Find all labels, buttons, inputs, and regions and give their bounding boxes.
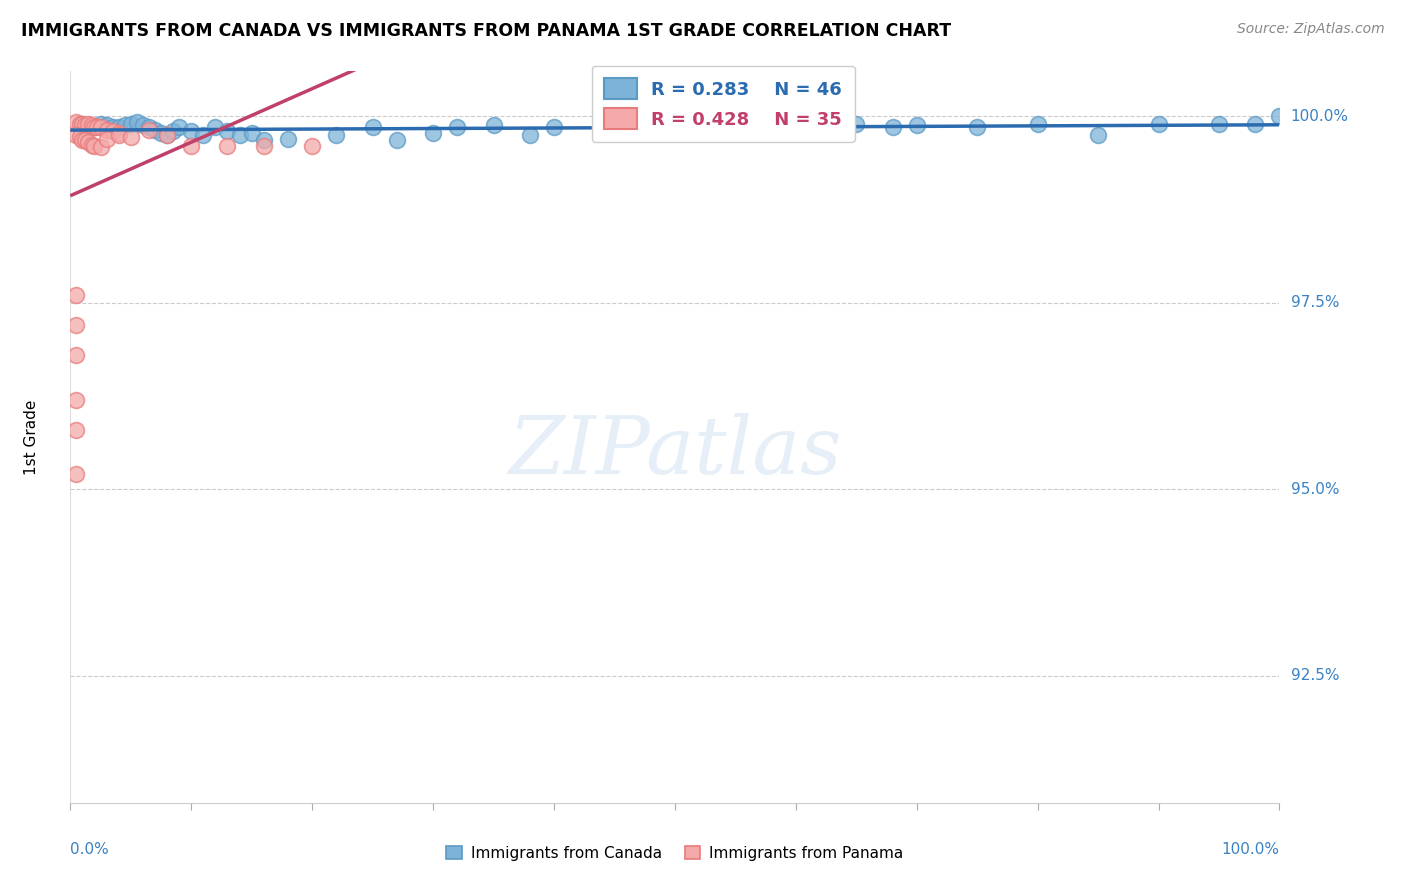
Point — [101, 120, 124, 135]
Point — [114, 118, 136, 132]
Text: 1st Grade: 1st Grade — [24, 400, 39, 475]
Point — [69, 117, 91, 131]
Point — [73, 133, 96, 147]
Point — [385, 133, 408, 147]
Point — [83, 120, 105, 135]
Point — [162, 124, 184, 138]
Point — [96, 131, 118, 145]
Point — [80, 118, 103, 132]
Point — [167, 120, 190, 135]
Point — [361, 120, 384, 135]
Point — [785, 120, 807, 135]
Point — [277, 131, 299, 145]
Point — [591, 117, 613, 131]
Point — [422, 126, 444, 140]
Text: 92.5%: 92.5% — [1291, 668, 1339, 683]
Point — [204, 120, 226, 135]
Point — [86, 120, 108, 135]
Point — [1268, 109, 1291, 123]
Point — [69, 130, 91, 145]
Point — [217, 139, 239, 153]
Point — [120, 130, 142, 145]
Point — [132, 118, 155, 132]
Point — [240, 126, 263, 140]
Point — [156, 128, 179, 142]
Point — [107, 128, 129, 142]
Point — [65, 467, 87, 482]
Point — [107, 120, 129, 135]
Point — [83, 139, 105, 153]
Point — [446, 120, 468, 135]
Point — [217, 124, 239, 138]
Text: 95.0%: 95.0% — [1291, 482, 1339, 497]
Point — [1147, 117, 1170, 131]
Point — [65, 288, 87, 302]
Point — [90, 117, 111, 131]
Point — [65, 348, 87, 362]
Point — [180, 124, 202, 138]
Point — [65, 115, 87, 129]
Point — [138, 120, 160, 135]
Legend: Immigrants from Canada, Immigrants from Panama: Immigrants from Canada, Immigrants from … — [439, 838, 911, 868]
Text: 97.5%: 97.5% — [1291, 295, 1339, 310]
Point — [1026, 117, 1049, 131]
Point — [65, 392, 87, 407]
Point — [150, 126, 172, 140]
Point — [72, 133, 94, 147]
Point — [325, 128, 347, 142]
Point — [65, 318, 87, 332]
Text: 100.0%: 100.0% — [1222, 842, 1279, 856]
Point — [80, 137, 103, 152]
Point — [882, 120, 904, 135]
Point — [228, 128, 250, 142]
Point — [664, 124, 686, 138]
Point — [905, 118, 928, 132]
Point — [72, 117, 94, 131]
Point — [138, 122, 160, 136]
Point — [101, 124, 124, 138]
Point — [1087, 128, 1109, 142]
Point — [724, 117, 747, 131]
Point — [193, 128, 215, 142]
Point — [65, 128, 87, 142]
Text: ZIPatlas: ZIPatlas — [508, 413, 842, 491]
Point — [83, 120, 105, 135]
Point — [96, 122, 118, 136]
Point — [845, 117, 868, 131]
Point — [519, 128, 541, 142]
Point — [77, 117, 100, 131]
Point — [90, 120, 111, 135]
Point — [543, 120, 565, 135]
Point — [77, 135, 100, 149]
Point — [65, 423, 87, 437]
Point — [120, 117, 142, 131]
Text: Source: ZipAtlas.com: Source: ZipAtlas.com — [1237, 22, 1385, 37]
Point — [253, 133, 276, 147]
Point — [73, 118, 96, 132]
Text: IMMIGRANTS FROM CANADA VS IMMIGRANTS FROM PANAMA 1ST GRADE CORRELATION CHART: IMMIGRANTS FROM CANADA VS IMMIGRANTS FRO… — [21, 22, 952, 40]
Point — [180, 139, 202, 153]
Point — [253, 139, 276, 153]
Point — [96, 118, 118, 132]
Text: 0.0%: 0.0% — [70, 842, 110, 856]
Point — [72, 117, 94, 131]
Point — [143, 122, 166, 136]
Point — [107, 126, 129, 140]
Point — [90, 140, 111, 154]
Text: 100.0%: 100.0% — [1291, 109, 1348, 124]
Point — [482, 118, 505, 132]
Point — [966, 120, 988, 135]
Point — [1208, 117, 1230, 131]
Point — [125, 115, 148, 129]
Point — [301, 139, 323, 153]
Point — [156, 128, 179, 142]
Point — [1244, 117, 1267, 131]
